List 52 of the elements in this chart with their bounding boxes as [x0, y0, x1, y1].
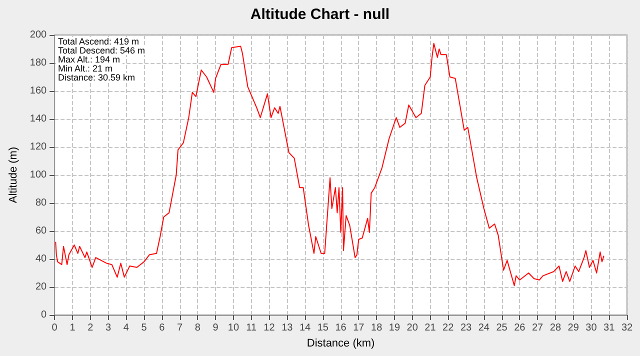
- x-tick-label: 7: [177, 322, 184, 334]
- x-tick-label: 10: [228, 322, 240, 334]
- x-tick-label: 27: [532, 322, 544, 334]
- x-tick-label: 30: [586, 322, 598, 334]
- x-tick-label: 15: [317, 322, 329, 334]
- x-tick-label: 20: [406, 322, 418, 334]
- x-tick-label: 23: [460, 322, 472, 334]
- y-tick-label: 140: [30, 114, 48, 124]
- x-tick-label: 2: [88, 322, 94, 334]
- x-tick-label: 17: [353, 322, 365, 334]
- x-tick-label: 6: [159, 322, 166, 334]
- x-tick-label: 9: [212, 322, 219, 334]
- y-tick-label: 0: [41, 310, 48, 320]
- y-tick-label: 180: [30, 58, 48, 68]
- annotation: Distance: 30.59 km: [58, 72, 136, 82]
- annotation: Total Ascend: 419 m: [58, 36, 140, 46]
- y-tick-label: 120: [30, 142, 48, 152]
- x-tick-label: 16: [335, 322, 347, 334]
- x-tick-label: 8: [194, 322, 201, 334]
- x-tick-label: 3: [105, 322, 112, 334]
- y-tick-label: 40: [35, 254, 48, 264]
- x-tick-label: 1: [70, 322, 76, 334]
- y-tick-label: 80: [35, 198, 48, 208]
- x-tick-label: 19: [388, 322, 400, 334]
- x-tick-label: 5: [141, 322, 148, 334]
- annotation: Total Descend: 546 m: [58, 46, 146, 56]
- y-tick-label: 100: [30, 170, 48, 180]
- annotation: Max Alt.: 194 m: [58, 54, 120, 64]
- x-tick-label: 32: [621, 322, 633, 334]
- y-tick-label: 60: [35, 226, 48, 236]
- x-tick-label: 28: [550, 322, 562, 334]
- x-tick-label: 31: [604, 322, 616, 334]
- x-tick-label: 12: [264, 322, 276, 334]
- y-tick-label: 20: [35, 282, 48, 292]
- x-tick-label: 18: [371, 322, 383, 334]
- y-tick-label: 160: [30, 86, 48, 96]
- x-tick-label: 22: [442, 322, 454, 334]
- x-tick-label: 11: [246, 322, 257, 334]
- chart-title: Altitude Chart - null: [250, 6, 390, 23]
- x-tick-label: 4: [123, 322, 130, 334]
- x-tick-label: 29: [568, 322, 580, 334]
- x-tick-label: 0: [52, 322, 58, 334]
- x-axis-title: Distance (km): [306, 337, 375, 350]
- x-tick-label: 26: [514, 322, 526, 334]
- x-tick-label: 21: [424, 322, 436, 334]
- x-tick-label: 13: [282, 322, 294, 334]
- y-axis-title: Altitude (m): [8, 146, 20, 204]
- y-tick-label: 200: [30, 30, 48, 40]
- annotation: Min Alt.: 21 m: [58, 64, 113, 74]
- x-tick-label: 24: [478, 322, 490, 334]
- x-tick-label: 25: [496, 322, 508, 334]
- x-tick-label: 14: [299, 322, 312, 334]
